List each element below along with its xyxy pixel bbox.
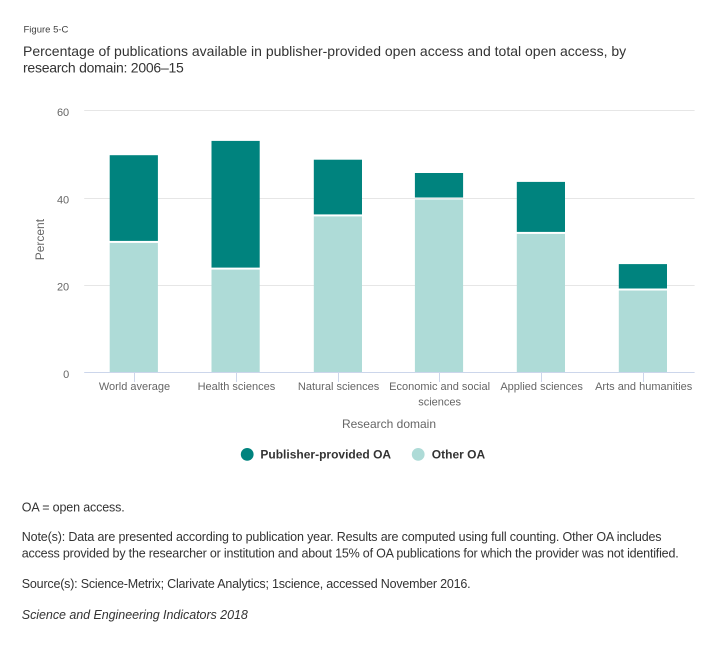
svg-text:Other OA: Other OA [432,448,486,462]
svg-text:Percentage of publications ava: Percentage of publications available in … [23,43,626,59]
svg-text:sciences: sciences [418,396,461,408]
svg-text:Percent: Percent [33,218,47,260]
svg-text:40: 40 [57,194,69,206]
svg-text:OA = open access.: OA = open access. [22,501,125,515]
svg-text:Figure 5-C: Figure 5-C [24,25,69,36]
svg-text:World average: World average [99,381,170,393]
svg-text:Note(s): Data are presented ac: Note(s): Data are presented according to… [22,530,662,544]
svg-text:20: 20 [57,282,69,294]
svg-text:access provided by the researc: access provided by the researcher or ins… [22,546,679,560]
svg-text:research domain: 2006–15: research domain: 2006–15 [23,59,184,75]
svg-text:Applied sciences: Applied sciences [500,381,583,393]
svg-text:Natural sciences: Natural sciences [298,381,380,393]
svg-text:Science and Engineering Indica: Science and Engineering Indicators 2018 [22,608,248,622]
svg-text:0: 0 [63,369,69,381]
svg-text:60: 60 [57,107,69,119]
svg-text:Economic and social: Economic and social [389,381,490,393]
svg-text:Arts and humanities: Arts and humanities [595,381,693,393]
svg-text:Research domain: Research domain [342,417,436,431]
svg-text:Health sciences: Health sciences [198,381,276,393]
svg-text:Source(s): Science-Metrix; Cla: Source(s): Science-Metrix; Clarivate Ana… [22,577,471,591]
svg-text:Publisher-provided OA: Publisher-provided OA [260,448,391,462]
